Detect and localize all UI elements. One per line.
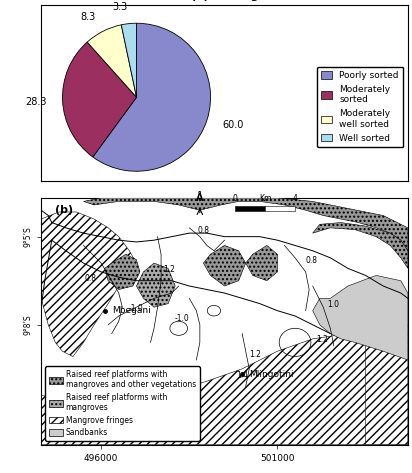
Ellipse shape [170, 321, 187, 335]
Text: Å: Å [196, 193, 204, 203]
Polygon shape [41, 212, 136, 357]
Ellipse shape [207, 306, 221, 316]
Text: -1.0: -1.0 [175, 314, 190, 323]
Text: 0.8: 0.8 [197, 226, 209, 235]
Legend: Raised reef platforms with
mangroves and other vegetations, Raised reef platform: Raised reef platforms with mangroves and… [45, 366, 200, 441]
Text: 0: 0 [233, 194, 238, 203]
Text: -1.0: -1.0 [129, 304, 144, 313]
Polygon shape [313, 275, 408, 360]
Text: Mlingotini: Mlingotini [249, 369, 294, 378]
Text: (b): (b) [55, 205, 73, 215]
Polygon shape [105, 254, 140, 289]
Text: Mbegani: Mbegani [112, 306, 150, 315]
Text: 1.0: 1.0 [327, 300, 339, 309]
Polygon shape [246, 245, 277, 280]
Polygon shape [136, 263, 175, 307]
Polygon shape [41, 333, 408, 445]
Polygon shape [313, 223, 408, 268]
Text: 0.8: 0.8 [84, 274, 96, 283]
Text: 0.8: 0.8 [306, 256, 318, 265]
Text: 1.2: 1.2 [163, 265, 175, 274]
Polygon shape [204, 245, 246, 286]
Polygon shape [84, 198, 408, 251]
Legend: Poorly sorted, Moderately
sorted, Moderately
well sorted, Well sorted: Poorly sorted, Moderately sorted, Modera… [317, 67, 403, 147]
Text: 1.2: 1.2 [249, 350, 261, 359]
Bar [235, 206, 265, 210]
Title: (a) Sorting: (a) Sorting [191, 0, 258, 1]
Polygon shape [365, 325, 408, 445]
Text: 1.4: 1.4 [236, 371, 248, 380]
Text: 4: 4 [293, 194, 297, 203]
Text: Km: Km [259, 194, 271, 203]
Bar [265, 206, 295, 210]
Text: 1.2: 1.2 [316, 335, 328, 344]
